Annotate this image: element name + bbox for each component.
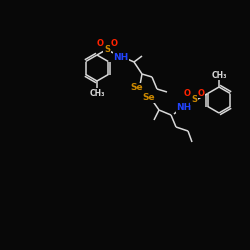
Text: S: S (191, 96, 197, 104)
Text: NH: NH (176, 104, 192, 112)
Text: O: O (198, 88, 204, 98)
Text: CH₃: CH₃ (89, 88, 105, 98)
Text: O: O (110, 40, 117, 48)
Text: O: O (184, 88, 190, 98)
Text: O: O (96, 40, 103, 48)
Text: CH₃: CH₃ (211, 70, 227, 80)
Text: S: S (104, 46, 110, 54)
Text: Se: Se (143, 94, 155, 102)
Text: Se: Se (131, 84, 143, 92)
Text: NH: NH (114, 52, 128, 62)
